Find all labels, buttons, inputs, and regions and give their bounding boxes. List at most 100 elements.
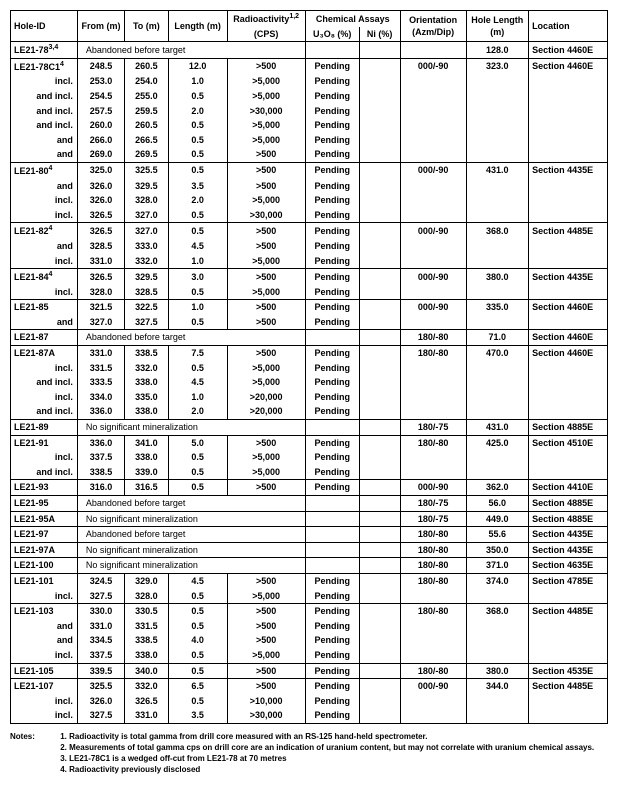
table-row: LE21-97Abandoned before target180/-8055.… <box>11 527 608 543</box>
cell: >5,000 <box>227 193 305 208</box>
cell: 338.0 <box>125 404 169 419</box>
cell: 326.5 <box>77 269 124 285</box>
cell <box>466 694 529 709</box>
cell: 269.5 <box>125 147 169 162</box>
cell-hole-id: LE21-97A <box>11 542 78 558</box>
cell: 339.5 <box>77 663 124 679</box>
cell: 180/-75 <box>400 496 466 512</box>
cell-location <box>529 633 608 648</box>
cell-location: Section 4510E <box>529 435 608 450</box>
cell-hole-id: LE21-804 <box>11 162 78 178</box>
cell <box>359 162 400 178</box>
cell-note: No significant mineralization <box>77 511 305 527</box>
cell: Section 4885E <box>529 496 608 512</box>
cell-location <box>529 285 608 300</box>
cell: >500 <box>227 619 305 634</box>
cell: 330.5 <box>125 604 169 619</box>
cell: >500 <box>227 147 305 162</box>
cell-hole-id: LE21-100 <box>11 558 78 574</box>
cell-hole-id: and incl. <box>11 89 78 104</box>
cell-hole-id: and incl. <box>11 104 78 119</box>
cell: >500 <box>227 346 305 361</box>
th-to: To (m) <box>125 11 169 42</box>
table-row: incl.337.5338.00.5>5,000Pending <box>11 648 608 663</box>
cell-location: Section 4410E <box>529 480 608 496</box>
cell-note: No significant mineralization <box>77 420 305 436</box>
cell <box>359 527 400 543</box>
cell: 3.5 <box>168 179 227 194</box>
cell <box>359 208 400 223</box>
cell-location: Section 4460E <box>529 300 608 315</box>
cell-location <box>529 390 608 405</box>
cell <box>400 74 466 89</box>
cell-location <box>529 239 608 254</box>
cell: 0.5 <box>168 589 227 604</box>
cell: 334.5 <box>77 633 124 648</box>
cell: 180/-80 <box>400 527 466 543</box>
cell: 380.0 <box>466 269 529 285</box>
cell <box>466 208 529 223</box>
cell <box>400 42 466 59</box>
cell: 335.0 <box>125 390 169 405</box>
cell <box>359 604 400 619</box>
cell <box>359 179 400 194</box>
cell: >5,000 <box>227 118 305 133</box>
cell <box>359 648 400 663</box>
cell <box>400 375 466 390</box>
cell: >20,000 <box>227 404 305 419</box>
cell <box>400 193 466 208</box>
table-row: LE21-100No significant mineralization180… <box>11 558 608 574</box>
cell-hole-id: LE21-103 <box>11 604 78 619</box>
cell-location <box>529 450 608 465</box>
cell: Pending <box>305 633 359 648</box>
cell: 253.0 <box>77 74 124 89</box>
cell: 328.0 <box>77 285 124 300</box>
cell: 254.0 <box>125 74 169 89</box>
cell: 371.0 <box>466 558 529 574</box>
cell: 3.0 <box>168 269 227 285</box>
cell: 331.0 <box>125 708 169 723</box>
cell-hole-id: and <box>11 239 78 254</box>
cell-hole-id: and incl. <box>11 375 78 390</box>
cell: 425.0 <box>466 435 529 450</box>
cell: 1.0 <box>168 254 227 269</box>
table-row: incl.328.0328.50.5>5,000Pending <box>11 285 608 300</box>
cell: Section 4435E <box>529 527 608 543</box>
cell <box>359 420 400 436</box>
cell <box>359 147 400 162</box>
cell <box>359 315 400 330</box>
table-row: incl.331.0332.01.0>5,000Pending <box>11 254 608 269</box>
cell: 248.5 <box>77 58 124 74</box>
cell: 325.0 <box>77 162 124 178</box>
cell-hole-id: incl. <box>11 708 78 723</box>
cell: 3.5 <box>168 708 227 723</box>
cell <box>305 527 359 543</box>
cell <box>359 361 400 376</box>
table-row: LE21-824326.5327.00.5>500Pending000/-903… <box>11 223 608 239</box>
cell: >5,000 <box>227 133 305 148</box>
cell <box>359 254 400 269</box>
cell <box>359 480 400 496</box>
table-row: LE21-783,4Abandoned before target128.0Se… <box>11 42 608 59</box>
cell-location <box>529 375 608 390</box>
cell-hole-id: and <box>11 619 78 634</box>
cell: >5,000 <box>227 74 305 89</box>
cell-hole-id: and <box>11 633 78 648</box>
cell: 327.5 <box>77 708 124 723</box>
cell <box>359 679 400 694</box>
cell: >500 <box>227 315 305 330</box>
th-from: From (m) <box>77 11 124 42</box>
cell: Pending <box>305 663 359 679</box>
cell: 336.0 <box>77 435 124 450</box>
table-row: and incl.336.0338.02.0>20,000Pending <box>11 404 608 419</box>
cell: 327.0 <box>125 223 169 239</box>
cell: 368.0 <box>466 223 529 239</box>
cell: 328.0 <box>125 193 169 208</box>
cell-note: Abandoned before target <box>77 42 305 59</box>
cell: 0.5 <box>168 162 227 178</box>
th-radioactivity: Radioactivity1,2 <box>227 11 305 27</box>
cell-location: Section 4460E <box>529 346 608 361</box>
cell <box>466 619 529 634</box>
cell: >500 <box>227 269 305 285</box>
cell-note: Abandoned before target <box>77 330 305 346</box>
